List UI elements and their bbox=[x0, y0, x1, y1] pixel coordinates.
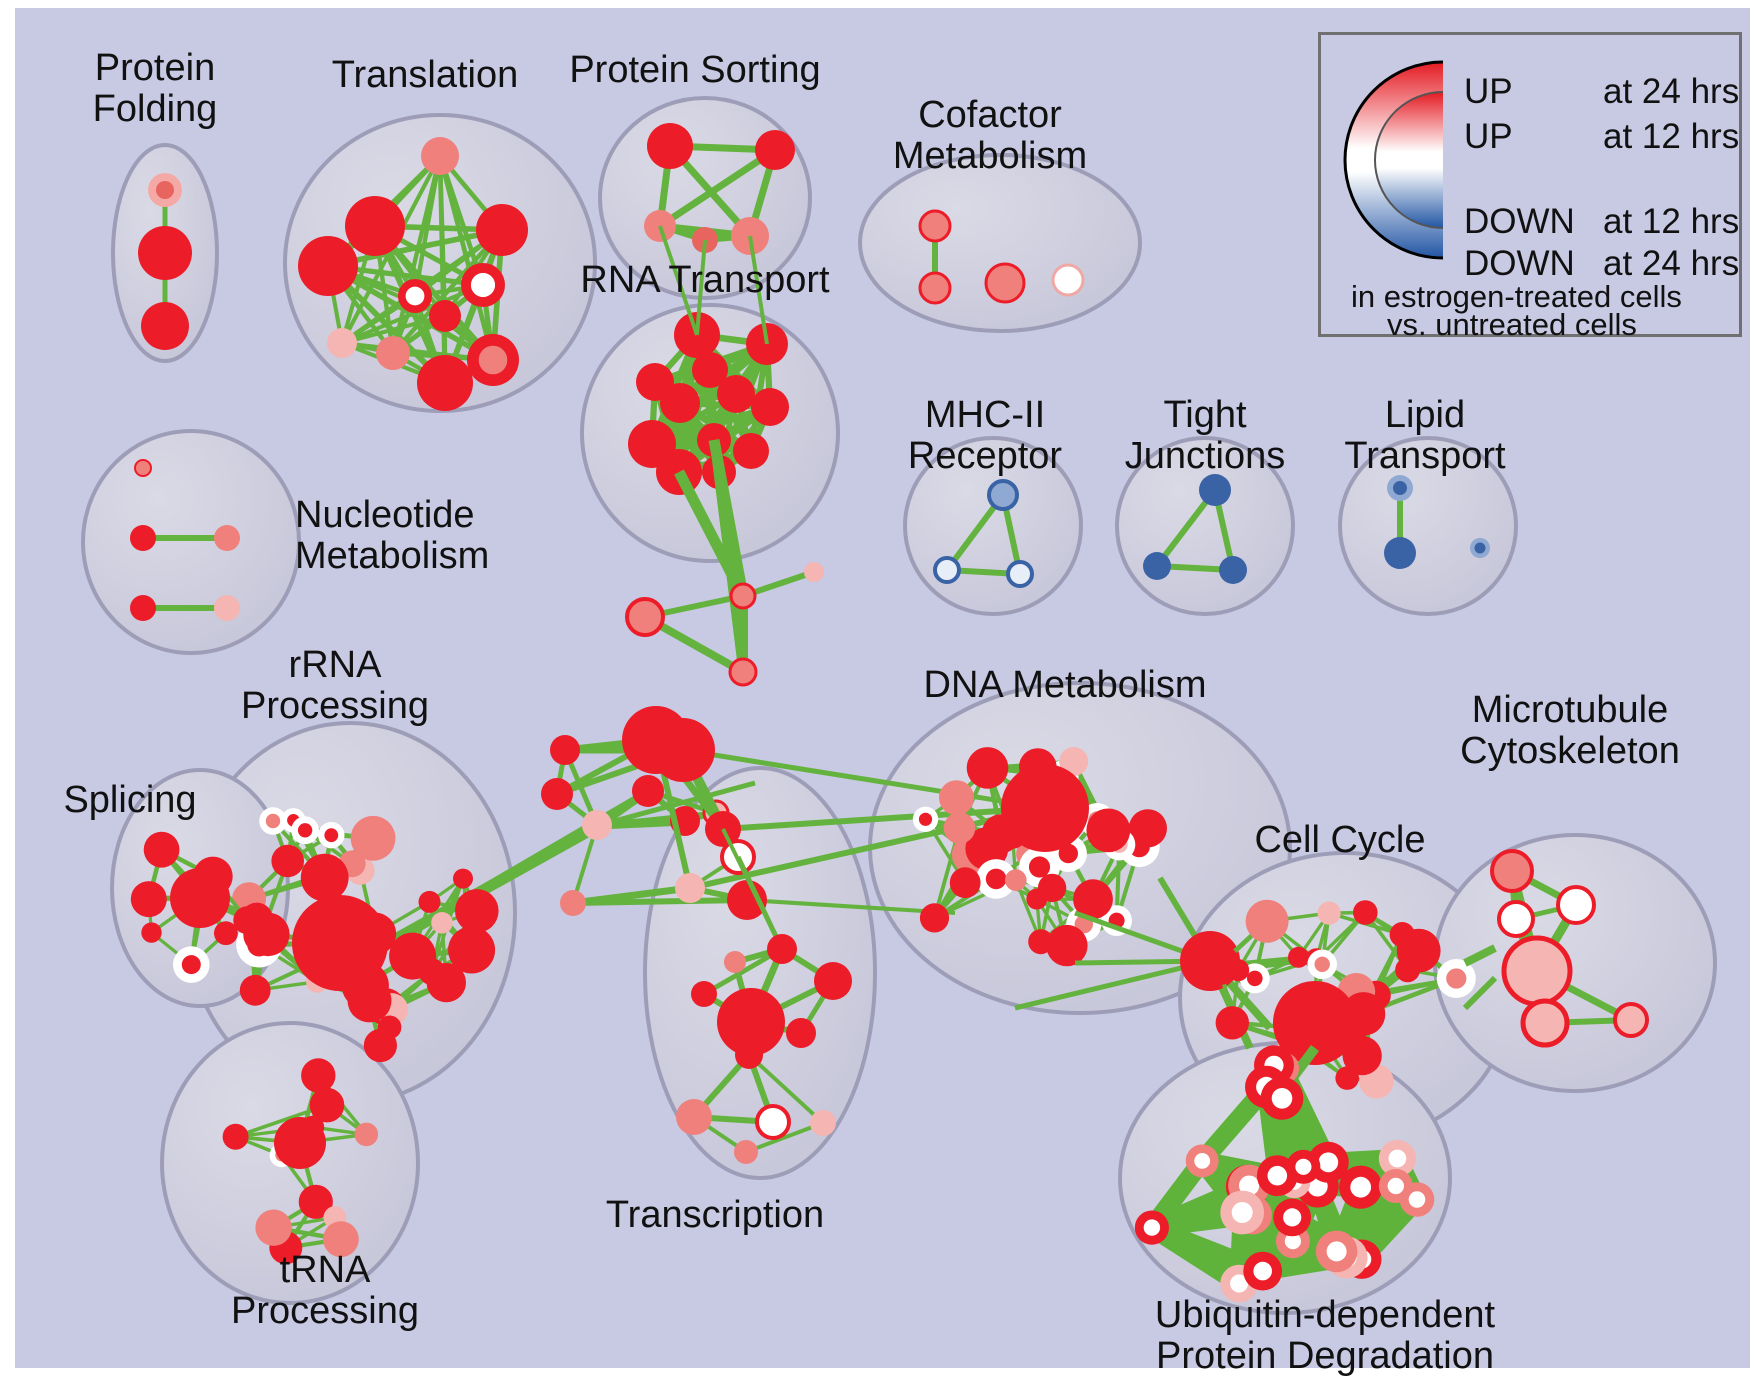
svg-text:at 12 hrs: at 12 hrs bbox=[1603, 117, 1739, 156]
svg-text:DOWN: DOWN bbox=[1464, 244, 1575, 283]
svg-text:at 24 hrs: at 24 hrs bbox=[1603, 244, 1739, 283]
svg-text:UP: UP bbox=[1464, 72, 1513, 111]
svg-text:DOWN: DOWN bbox=[1464, 202, 1575, 241]
svg-text:at 24 hrs: at 24 hrs bbox=[1603, 72, 1739, 111]
svg-text:UP: UP bbox=[1464, 117, 1513, 156]
svg-text:vs. untreated cells: vs. untreated cells bbox=[1387, 307, 1637, 340]
svg-text:at 12 hrs: at 12 hrs bbox=[1603, 202, 1739, 241]
